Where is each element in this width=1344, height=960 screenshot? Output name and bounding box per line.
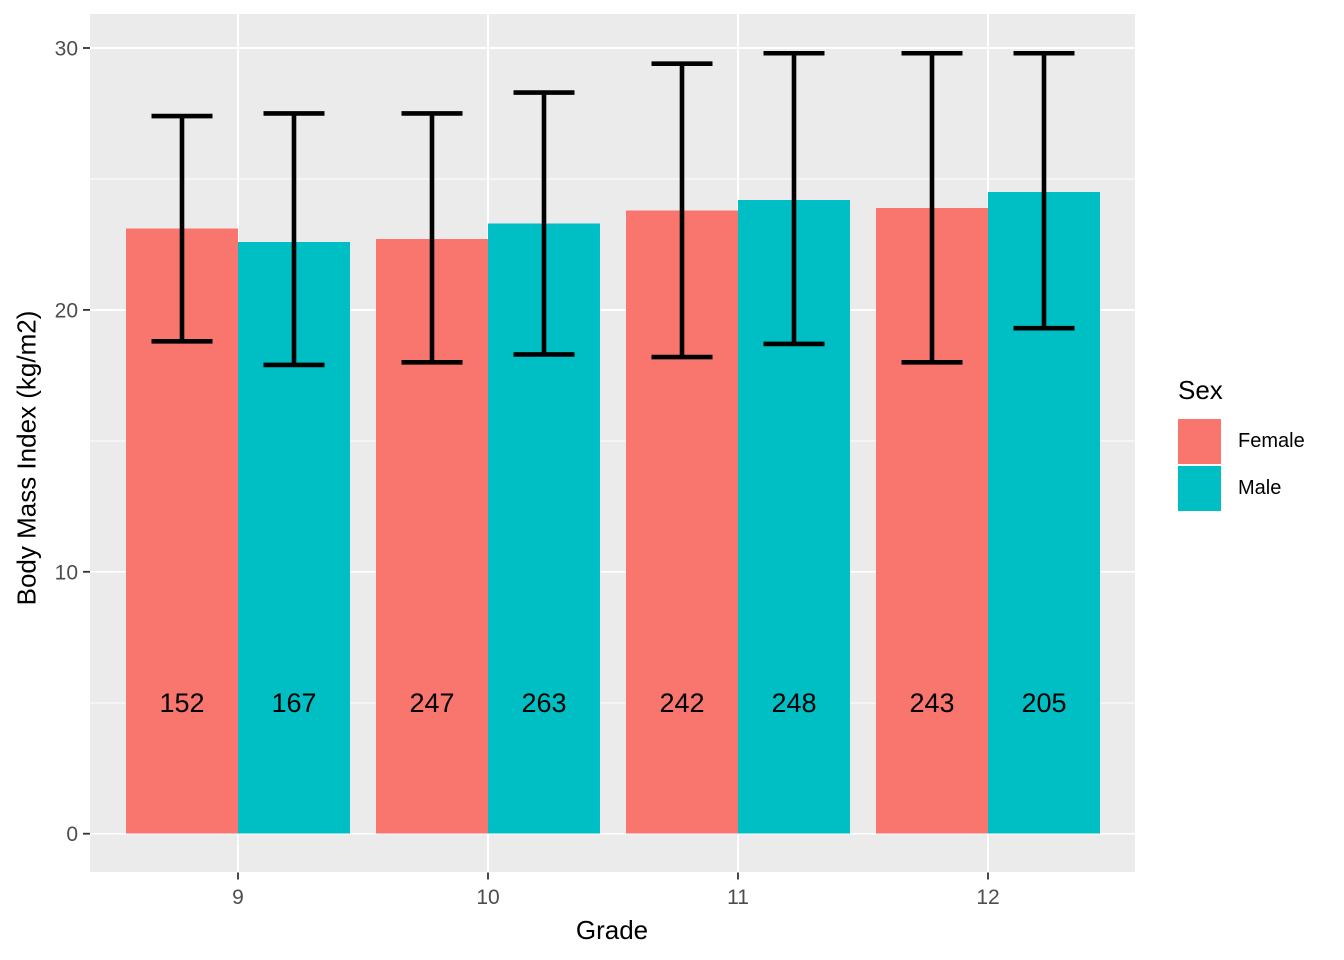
legend-swatch-male-icon — [1178, 466, 1221, 511]
legend: Sex Female Male — [1178, 377, 1305, 513]
bar-count-label: 248 — [771, 688, 816, 718]
error-bar-male-grade-11 — [763, 50, 825, 347]
y-axis-title: Body Mass Index (kg/m2) — [11, 310, 42, 606]
legend-title: Sex — [1178, 375, 1223, 405]
bar-count-label: 247 — [409, 688, 454, 718]
legend-label-female: Female — [1238, 430, 1305, 452]
x-axis-title: Grade — [575, 915, 649, 945]
bar-count-label: 205 — [1021, 688, 1066, 718]
legend-swatch-female-icon — [1178, 419, 1221, 464]
error-bar-female-grade-12 — [901, 50, 963, 365]
bar-count-label: 243 — [909, 688, 954, 718]
bar-count-label: 263 — [521, 688, 566, 718]
bar-count-label: 242 — [659, 688, 704, 718]
error-bar-male-grade-10 — [513, 90, 575, 357]
error-bar-male-grade-9 — [263, 111, 325, 368]
error-bar-female-grade-10 — [401, 111, 463, 365]
y-tick-label: 10 — [55, 561, 78, 584]
legend-entry-female: Female — [1178, 419, 1305, 464]
x-tick-label: 9 — [232, 886, 244, 909]
x-tick-label: 11 — [727, 886, 749, 909]
legend-label-male: Male — [1238, 477, 1282, 499]
y-tick-label: 20 — [55, 299, 78, 322]
legend-entry-male: Male — [1178, 466, 1305, 511]
x-tick-label: 10 — [476, 886, 499, 909]
error-bar-male-grade-12 — [1013, 50, 1075, 331]
y-tick-label: 0 — [66, 823, 78, 846]
x-tick-label: 12 — [976, 886, 999, 909]
bar-count-label: 152 — [159, 688, 204, 718]
bar-count-label: 167 — [271, 688, 316, 718]
error-bar-female-grade-11 — [651, 61, 713, 360]
error-bar-female-grade-9 — [151, 113, 213, 344]
y-tick-label: 30 — [55, 38, 78, 61]
